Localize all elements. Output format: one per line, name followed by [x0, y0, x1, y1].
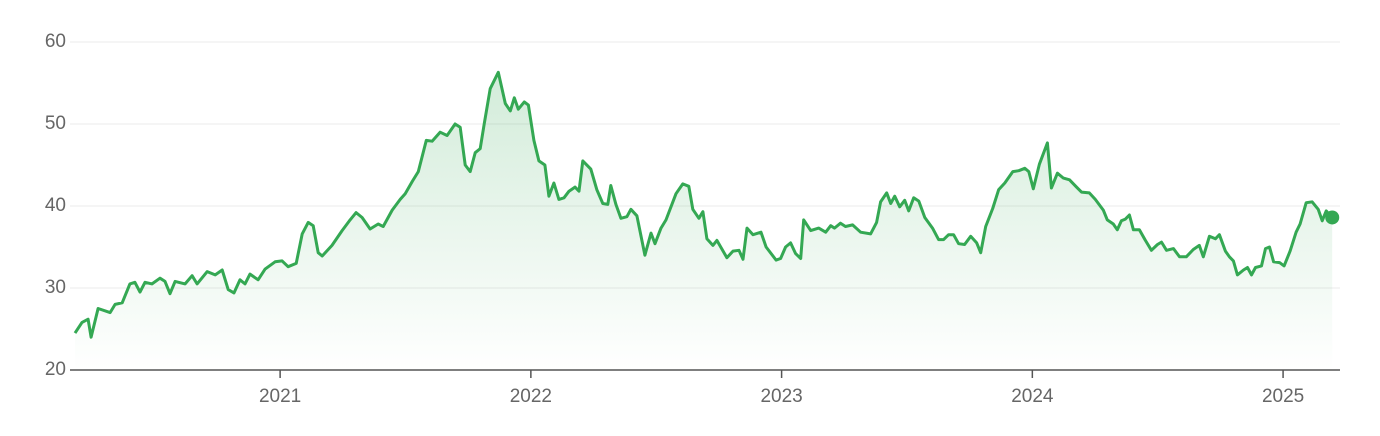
x-tick-label: 2021: [259, 386, 301, 407]
y-tick-label: 50: [45, 113, 66, 134]
x-tick-label: 2024: [1011, 386, 1054, 407]
y-tick-label: 60: [45, 31, 66, 52]
y-tick-label: 20: [45, 359, 66, 380]
x-tick-label: 2022: [510, 386, 552, 407]
x-tick-label: 2023: [760, 386, 802, 407]
y-tick-label: 30: [45, 277, 66, 298]
price-line: [73, 70, 1334, 339]
last-point: [1325, 210, 1340, 225]
x-tick-label: 2025: [1262, 386, 1304, 407]
y-tick-label: 40: [45, 195, 66, 216]
